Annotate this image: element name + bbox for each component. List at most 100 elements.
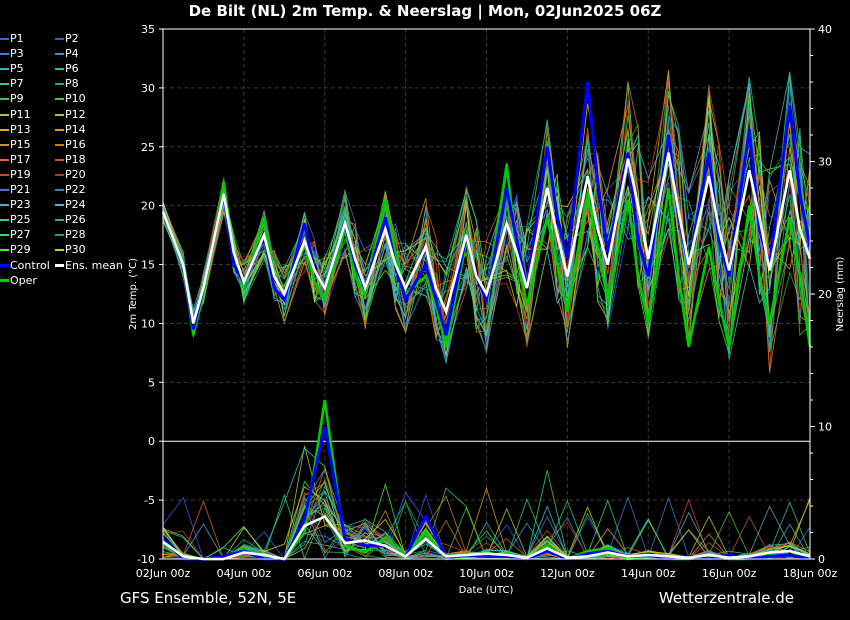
legend-swatch [55, 158, 64, 161]
x-tick-label: 14Jun 00z [621, 567, 676, 580]
legend-swatch [0, 204, 9, 207]
legend-label: P8 [65, 77, 79, 91]
ensemble-member-line [162, 82, 811, 358]
legend-label: P14 [65, 122, 86, 136]
legend-swatch [55, 68, 64, 71]
y-axis-label-left: 2m Temp. (°C) [128, 258, 139, 330]
ensemble-member-line [162, 107, 811, 357]
ensemble-member-line [162, 109, 811, 353]
legend-swatch [55, 53, 64, 56]
legend-swatch [55, 263, 64, 267]
x-tick-label: 02Jun 00z [136, 567, 191, 580]
legend-swatch [55, 128, 64, 131]
x-tick-label: 06Jun 00z [298, 567, 353, 580]
legend-label: P15 [10, 137, 31, 151]
legend-label: P4 [65, 47, 79, 61]
legend-swatch [0, 173, 9, 176]
axes [159, 28, 815, 560]
y-tick-label-left: 25 [141, 141, 155, 154]
y-tick-label-left: -10 [137, 553, 155, 566]
y-tick-label-right: 30 [818, 156, 832, 169]
legend-swatch [0, 249, 9, 252]
y-tick-label-right: 10 [818, 421, 832, 434]
legend-swatch [0, 68, 9, 71]
x-tick-label: 10Jun 00z [459, 567, 514, 580]
legend-label: P28 [65, 228, 86, 242]
y-tick-label-right: 20 [818, 288, 832, 301]
legend-swatch [0, 263, 9, 267]
legend-swatch [55, 143, 64, 146]
legend-label: P26 [65, 213, 86, 227]
legend-swatch [0, 278, 9, 282]
legend-swatch [55, 113, 64, 116]
chart-title: De Bilt (NL) 2m Temp. & Neerslag | Mon, … [188, 2, 662, 20]
legend-swatch [55, 38, 64, 40]
tick-labels: -10 -5 0 5 10 15 20 25 30 35 0 10 20 30 40 02Jun 00z 04J… [136, 23, 838, 580]
legend-label: P19 [10, 167, 31, 181]
legend-swatch [0, 189, 9, 191]
x-tick-label: 12Jun 00z [540, 567, 595, 580]
legend-swatch [55, 219, 64, 222]
legend-label: P18 [65, 152, 86, 166]
footer-model-info: GFS Ensemble, 52N, 5E [120, 589, 297, 607]
legend-swatch [0, 219, 9, 222]
legend-swatch [55, 234, 64, 237]
legend-label: P5 [10, 62, 24, 76]
legend-label: P10 [65, 92, 86, 106]
legend-label: P3 [10, 47, 24, 61]
x-tick-label: 04Jun 00z [217, 567, 272, 580]
y-axis-label-right: Neerslag (mm) [835, 256, 846, 331]
legend-label: P12 [65, 107, 86, 121]
legend-label: P9 [10, 92, 24, 106]
legend-label: P23 [10, 198, 31, 212]
legend-swatch [0, 53, 9, 56]
legend-swatch [0, 143, 9, 146]
legend-label: P11 [10, 107, 31, 121]
y-tick-label-left: -5 [144, 494, 155, 507]
legend-swatch [55, 189, 64, 191]
y-tick-label-right: 40 [818, 23, 832, 36]
legend-label: P21 [10, 183, 31, 196]
legend-label: P17 [10, 152, 31, 166]
legend-swatch [0, 234, 9, 237]
legend-label: P30 [65, 243, 86, 257]
precip-line-ens-mean [162, 514, 811, 561]
legend-swatch [55, 83, 64, 86]
legend-label: Oper [10, 273, 37, 287]
legend-swatch [0, 83, 9, 86]
legend-label: P2 [65, 32, 79, 45]
legend-label: P22 [65, 183, 86, 196]
legend-label: P7 [10, 77, 24, 91]
ensemble-member-line [162, 91, 811, 355]
legend-swatch [55, 204, 64, 207]
y-tick-label-right: 0 [818, 553, 825, 566]
legend-swatch [0, 38, 9, 40]
x-tick-label: 18Jun 00z [783, 567, 838, 580]
legend-label: Control [10, 258, 50, 272]
legend-label: P16 [65, 137, 86, 151]
legend-label: P25 [10, 213, 31, 227]
footer-site-link[interactable]: Wetterzentrale.de [658, 589, 794, 607]
legend-label: P29 [10, 243, 31, 257]
legend-swatch [0, 113, 9, 116]
ensemble-member-line [162, 75, 811, 352]
legend-swatch [0, 128, 9, 131]
legend-swatch [0, 98, 9, 101]
legend-label: P1 [10, 32, 24, 45]
legend-swatch [0, 158, 9, 161]
y-tick-label-left: 30 [141, 82, 155, 95]
legend-label: P27 [10, 228, 31, 242]
temp-line-ens-mean [161, 152, 812, 324]
y-tick-label-left: 5 [148, 376, 155, 389]
y-tick-label-left: 0 [148, 435, 155, 448]
ensemble-member-line [162, 77, 811, 347]
legend-swatch [55, 249, 64, 252]
y-tick-label-left: 20 [141, 200, 155, 213]
y-tick-label-left: 10 [141, 317, 155, 330]
y-tick-label-left: 15 [141, 259, 155, 272]
legend-label: Ens. mean [65, 258, 123, 272]
x-axis-label: Date (UTC) [459, 585, 514, 596]
y-tick-label-left: 35 [141, 23, 155, 36]
x-tick-label: 08Jun 00z [378, 567, 433, 580]
